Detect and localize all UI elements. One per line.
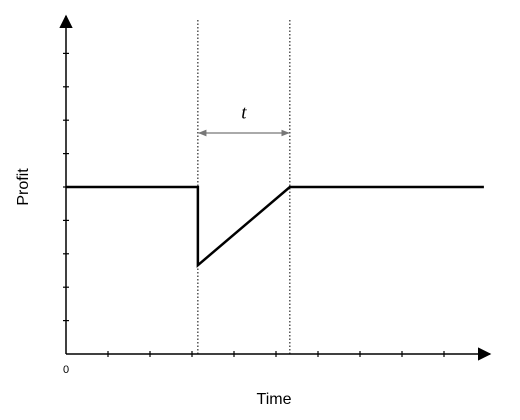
span-label: t [241, 102, 247, 123]
y-axis-label: Profit [15, 168, 32, 206]
x-tick-label: 0 [63, 364, 69, 376]
profit-line [66, 185, 484, 268]
x-axis-label: Time [257, 391, 292, 408]
